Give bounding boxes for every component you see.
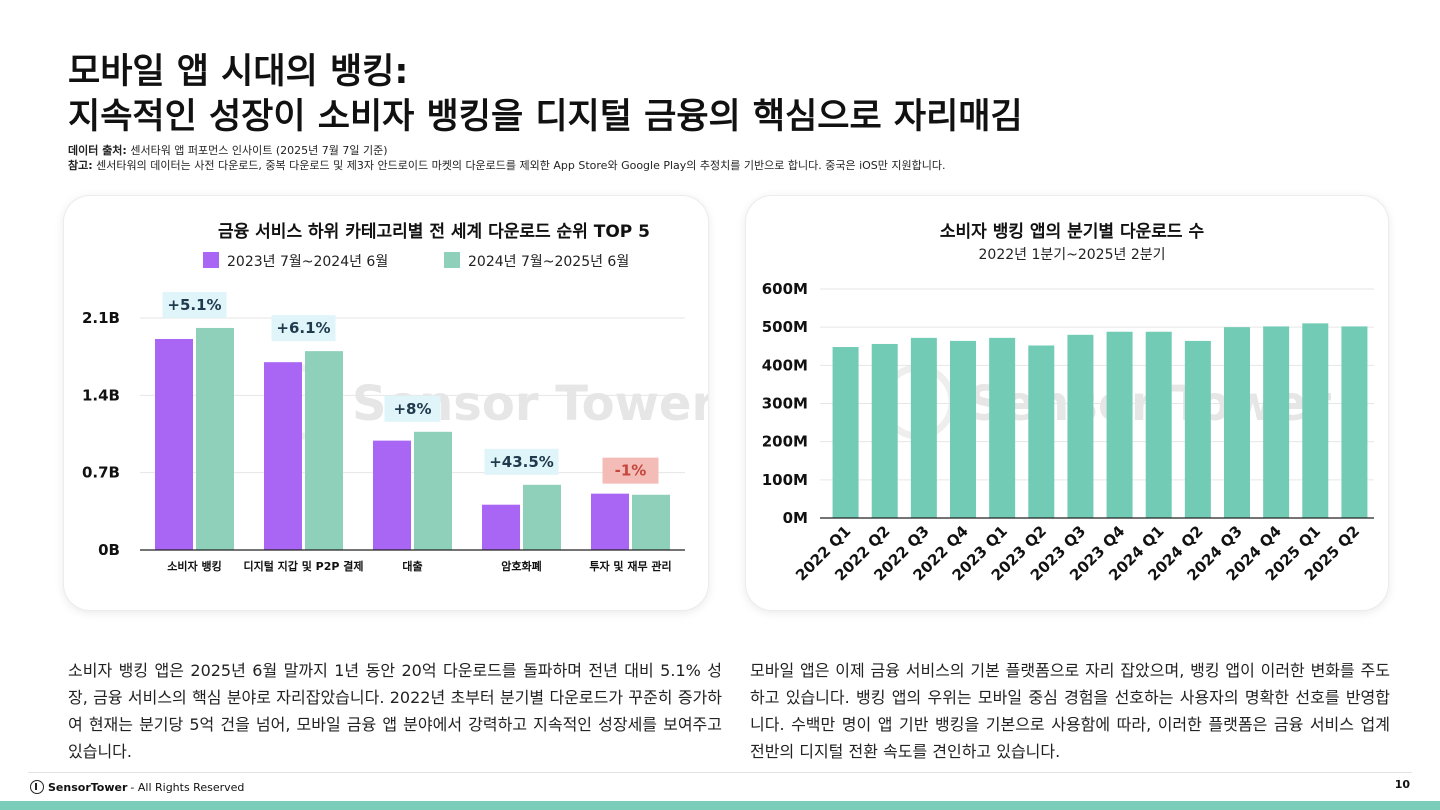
- quarter-bar: [1341, 326, 1368, 518]
- change-badge-label: +5.1%: [167, 296, 221, 314]
- y-tick-label: 100M: [762, 471, 808, 489]
- data-note-text: 센서타워의 데이터는 사전 다운로드, 중복 다운로드 및 제3자 안드로이드 …: [96, 159, 946, 172]
- change-badge: [271, 315, 336, 342]
- chart1-title: 금융 서비스 하위 카테고리별 전 세계 다운로드 순위 TOP 5: [218, 222, 650, 242]
- legend-swatch-series-2: [444, 252, 460, 268]
- summary-paragraph-left: 소비자 뱅킹 앱은 2025년 6월 말까지 1년 동안 20억 다운로드를 돌…: [68, 661, 722, 761]
- footer-rights: - All Rights Reserved: [130, 780, 245, 794]
- bar-series-1: [264, 362, 302, 550]
- bar-series-1: [373, 440, 411, 550]
- y-tick-label: 0M: [783, 509, 808, 527]
- x-category-label: 암호화폐: [501, 559, 541, 573]
- source-notes: 데이터 출처: 센서타워 앱 퍼포먼스 인사이트 (2025년 7월 7일 기준…: [68, 143, 945, 173]
- y-tick-label: 400M: [762, 356, 808, 374]
- y-tick-label: 2.1B: [82, 309, 120, 327]
- change-badge: [384, 395, 441, 422]
- sensortower-logo-icon: [30, 780, 44, 794]
- y-tick-label: 300M: [762, 395, 808, 413]
- legend-label-series-1: 2023년 7월~2024년 6월: [227, 254, 388, 270]
- y-tick-label: 0B: [98, 541, 120, 559]
- quarter-bar: [1145, 331, 1172, 518]
- chart2-title: 소비자 뱅킹 앱의 분기별 다운로드 수: [940, 221, 1205, 242]
- y-tick-label: 600M: [762, 280, 808, 298]
- change-badge-label: +6.1%: [276, 319, 330, 337]
- category-ranking-card: Sensor Tower 금융 서비스 하위 카테고리별 전 세계 다운로드 순…: [64, 196, 708, 610]
- quarter-bar: [1106, 331, 1133, 518]
- quarter-bar: [1224, 327, 1250, 518]
- summary-paragraph-right: 모바일 앱은 이제 금융 서비스의 기본 플랫폼으로 자리 잡았으며, 뱅킹 앱…: [750, 661, 1390, 761]
- chart1-legend: 2023년 7월~2024년 6월 2024년 7월~2025년 6월: [203, 252, 629, 270]
- legend-swatch-series-1: [203, 252, 219, 268]
- bar-series-2: [414, 431, 452, 550]
- bar-series-2: [523, 484, 561, 550]
- title-line-1: 모바일 앱 시대의 뱅킹:: [68, 52, 409, 92]
- page-title: 모바일 앱 시대의 뱅킹: 지속적인 성장이 소비자 뱅킹을 디지털 금융의 핵…: [68, 50, 1023, 140]
- x-category-label: 소비자 뱅킹: [167, 559, 221, 573]
- footer-brand: SensorTower: [48, 780, 128, 794]
- quarter-bar: [1263, 326, 1290, 518]
- page-number: 10: [1394, 778, 1410, 791]
- bar-series-2: [305, 351, 343, 550]
- category-ranking-chart: Sensor Tower 금융 서비스 하위 카테고리별 전 세계 다운로드 순…: [82, 222, 708, 573]
- quarter-bar: [989, 337, 1016, 518]
- y-tick-label: 500M: [762, 318, 808, 336]
- title-line-2: 지속적인 성장이 소비자 뱅킹을 디지털 금융의 핵심으로 자리매김: [68, 97, 1023, 137]
- change-badge-label: +43.5%: [489, 453, 554, 471]
- quarterly-downloads-card: Sensor Tower 소비자 뱅킹 앱의 분기별 다운로드 수 2022년 …: [746, 196, 1388, 610]
- x-category-label: 투자 및 재무 관리: [589, 559, 671, 573]
- data-note-label: 참고:: [68, 159, 93, 172]
- legend-label-series-2: 2024년 7월~2025년 6월: [468, 254, 629, 270]
- quarter-bar: [1067, 334, 1094, 518]
- quarter-bar: [832, 347, 859, 518]
- y-tick-label: 0.7B: [82, 464, 120, 482]
- quarter-bar: [1302, 323, 1329, 518]
- footer-divider: [28, 772, 1412, 773]
- change-badge: [162, 291, 227, 318]
- data-source: 데이터 출처: 센서타워 앱 퍼포먼스 인사이트 (2025년 7월 7일 기준…: [68, 143, 945, 158]
- change-badge: [484, 448, 559, 475]
- bottom-accent-bar: [0, 801, 1440, 810]
- quarter-bar: [871, 343, 898, 518]
- bar-series-1: [482, 504, 520, 550]
- bar-series-1: [591, 493, 629, 550]
- change-badge-label: -1%: [615, 462, 647, 480]
- data-note: 참고: 센서타워의 데이터는 사전 다운로드, 중복 다운로드 및 제3자 안드…: [68, 158, 945, 173]
- change-badge-label: +8%: [393, 400, 431, 418]
- change-badge: [602, 457, 659, 484]
- x-category-label: 대출: [402, 559, 422, 573]
- bar-series-2: [196, 327, 234, 550]
- quarter-bar: [1028, 345, 1055, 518]
- quarterly-downloads-chart: Sensor Tower 소비자 뱅킹 앱의 분기별 다운로드 수 2022년 …: [762, 221, 1374, 584]
- quarter-bar: [950, 340, 976, 518]
- bar-series-2: [632, 494, 670, 550]
- quarter-bar: [910, 337, 937, 518]
- data-source-text: 센서타워 앱 퍼포먼스 인사이트 (2025년 7월 7일 기준): [130, 144, 388, 157]
- quarter-bar: [1184, 340, 1211, 518]
- footer: SensorTower - All Rights Reserved: [30, 778, 244, 796]
- y-tick-label: 1.4B: [82, 386, 120, 404]
- x-category-label: 디지털 지갑 및 P2P 결제: [243, 559, 363, 573]
- y-tick-label: 200M: [762, 433, 808, 451]
- bar-series-1: [155, 338, 193, 550]
- data-source-label: 데이터 출처:: [68, 144, 127, 157]
- chart2-subtitle: 2022년 1분기~2025년 2분기: [979, 247, 1166, 263]
